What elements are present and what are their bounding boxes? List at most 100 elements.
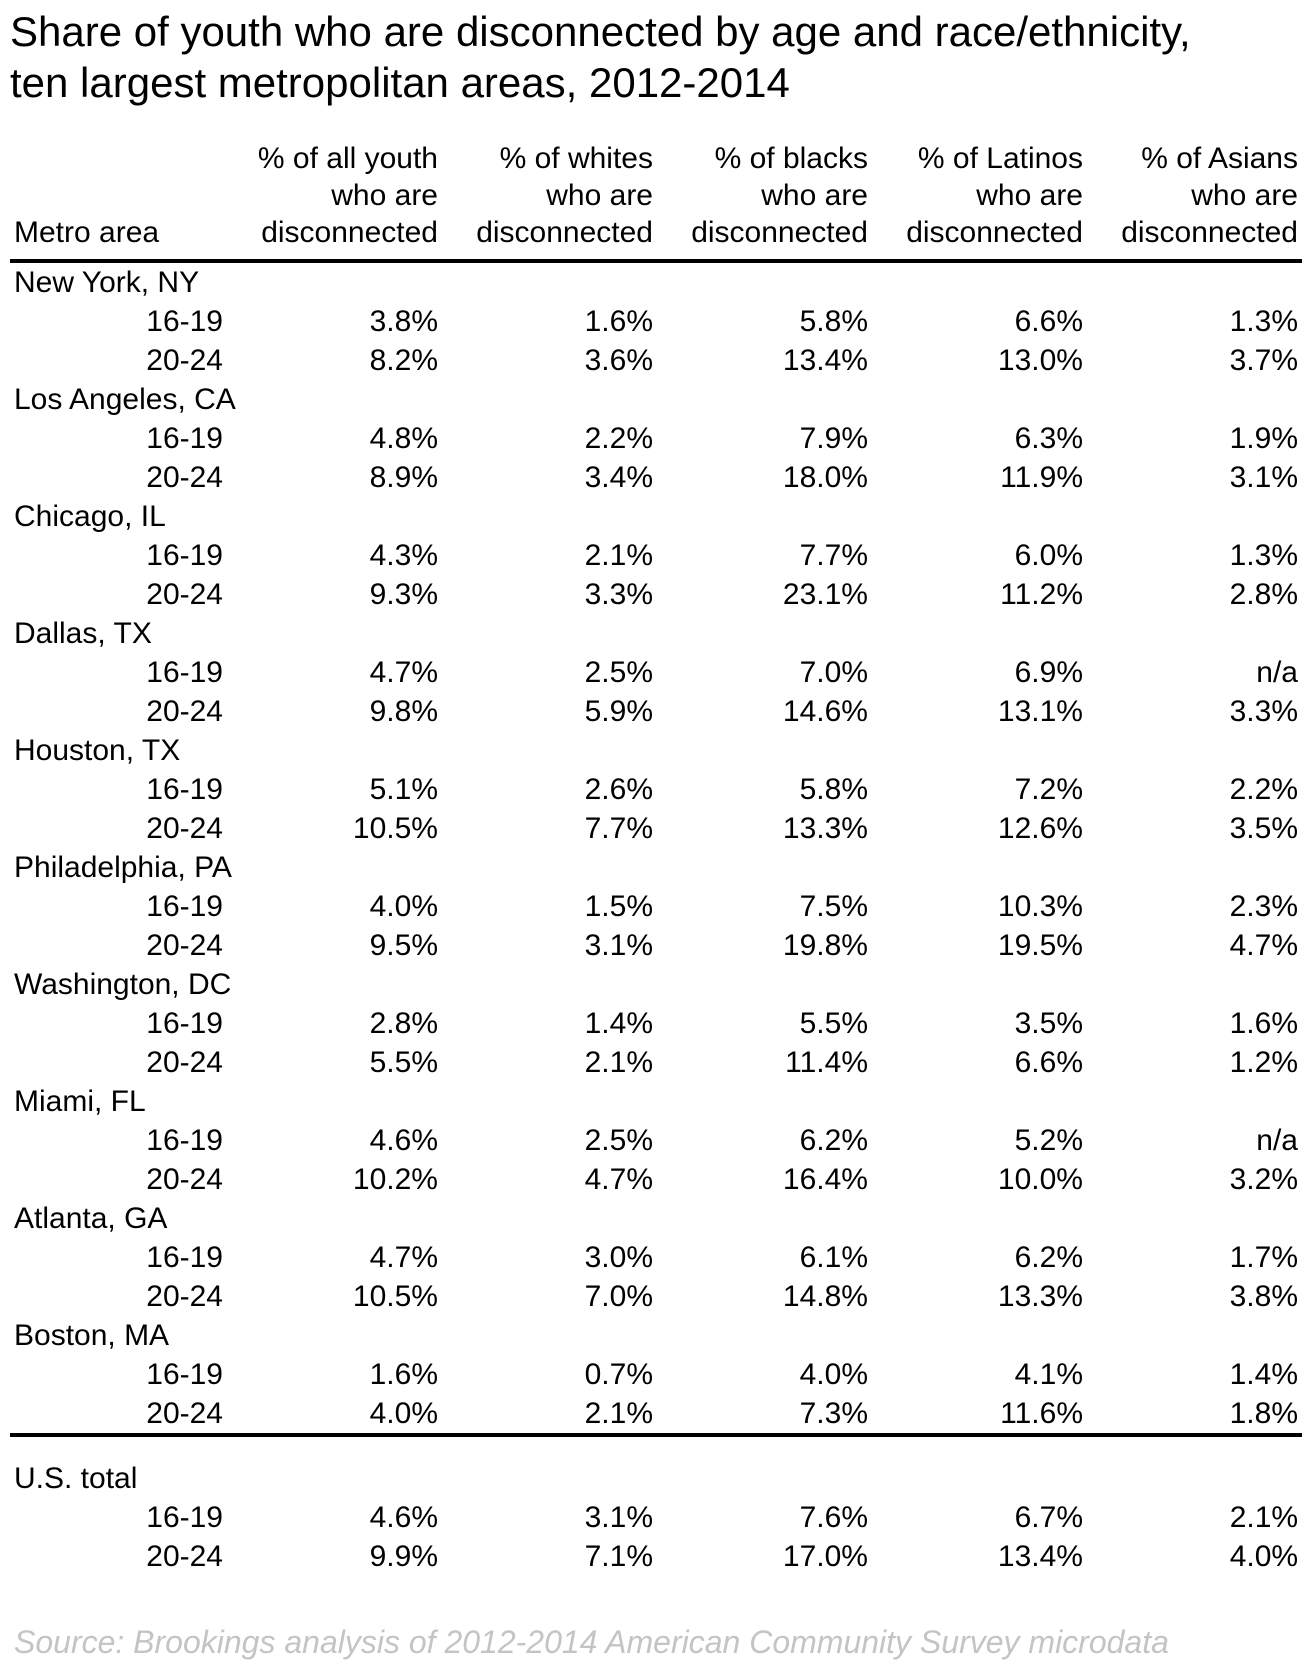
value-cell: 3.6%	[584, 344, 653, 377]
age-label: 20-24	[146, 1280, 223, 1313]
data-row: 16-19 4.8% 2.2% 7.9% 6.3% 1.9%	[10, 419, 1302, 458]
value-cell: 2.1%	[1229, 1501, 1299, 1534]
value-cell: 7.7%	[584, 812, 653, 845]
value-cell: 3.0%	[584, 1241, 653, 1274]
data-row: 16-19 4.7% 2.5% 7.0% 6.9% n/a	[10, 653, 1302, 692]
column-header-line: % of blacks	[714, 142, 868, 175]
value-cell: 7.0%	[799, 656, 868, 689]
value-cell: 4.1%	[1014, 1358, 1083, 1391]
value-cell: 1.4%	[584, 1007, 653, 1040]
data-row: 20-24 10.2% 4.7% 16.4% 10.0% 3.2%	[10, 1160, 1302, 1199]
value-cell: 4.0%	[1229, 1540, 1299, 1573]
value-cell: 4.7%	[369, 1241, 438, 1274]
column-header-line: who are	[331, 179, 438, 212]
column-header-line: disconnected	[261, 216, 438, 249]
value-cell: 2.1%	[584, 1046, 653, 1079]
value-cell: 7.6%	[799, 1501, 868, 1534]
value-cell: 4.7%	[1229, 929, 1298, 962]
metro-name: Washington, DC	[14, 968, 232, 1001]
value-cell: 3.5%	[1229, 812, 1298, 845]
column-header-1: % of all youth who are disconnected	[227, 140, 442, 263]
metro-row: Miami, FL	[10, 1082, 1302, 1121]
value-cell: 3.4%	[584, 461, 653, 494]
data-row: 16-19 4.0% 1.5% 7.5% 10.3% 2.3%	[10, 887, 1302, 926]
data-row: 20-24 8.9% 3.4% 18.0% 11.9% 3.1%	[10, 458, 1302, 497]
value-cell: 19.8%	[782, 929, 868, 962]
table-header: Metro area % of all youth who are disconnec…	[10, 140, 1302, 263]
us-total-body: U.S. total 16-19 4.6% 3.1% 7.6% 6.7% 2.1% 20-24…	[10, 1459, 1302, 1576]
value-cell: 5.8%	[799, 773, 868, 806]
value-cell: 3.5%	[1014, 1007, 1083, 1040]
value-cell: 4.0%	[369, 890, 438, 923]
value-cell: 5.5%	[369, 1046, 438, 1079]
value-cell: n/a	[1256, 656, 1298, 689]
chart-title-line-2: ten largest metropolitan areas, 2012-201…	[10, 59, 790, 106]
value-cell: 5.8%	[799, 305, 868, 338]
value-cell: 3.7%	[1229, 344, 1298, 377]
data-row: 16-19 4.6% 2.5% 6.2% 5.2% n/a	[10, 1121, 1302, 1160]
value-cell: 6.6%	[1014, 305, 1083, 338]
value-cell: 18.0%	[782, 461, 868, 494]
value-cell: 1.8%	[1087, 1394, 1302, 1437]
metro-area-column-header: Metro area	[10, 140, 227, 263]
value-cell: 13.3%	[997, 1280, 1083, 1313]
value-cell: 2.3%	[1229, 890, 1298, 923]
column-header-line: disconnected	[906, 216, 1083, 249]
value-cell: 4.3%	[369, 539, 438, 572]
value-cell: 2.5%	[584, 656, 653, 689]
value-cell: 1.6%	[1229, 1007, 1298, 1040]
value-cell: 12.6%	[997, 812, 1083, 845]
value-cell: 6.0%	[1014, 539, 1083, 572]
metro-row: New York, NY	[10, 261, 1302, 302]
value-cell: 14.6%	[782, 695, 868, 728]
value-cell: 0.7%	[584, 1358, 653, 1391]
metro-name: New York, NY	[14, 266, 200, 299]
value-cell: 4.8%	[369, 422, 438, 455]
value-cell: 3.8%	[369, 305, 438, 338]
value-cell: 3.1%	[584, 1501, 653, 1534]
age-label: 20-24	[146, 1046, 223, 1079]
value-cell: 1.5%	[584, 890, 653, 923]
age-label: 16-19	[146, 890, 223, 923]
value-cell: 11.9%	[1000, 461, 1083, 494]
value-cell: 3.1%	[1229, 461, 1298, 494]
value-cell: 9.3%	[369, 578, 438, 611]
value-cell: 7.3%	[657, 1394, 872, 1437]
age-label: 16-19	[146, 656, 223, 689]
value-cell: 6.9%	[1014, 656, 1083, 689]
data-row: 16-19 2.8% 1.4% 5.5% 3.5% 1.6%	[10, 1004, 1302, 1043]
metro-row: Washington, DC	[10, 965, 1302, 1004]
value-cell: 9.9%	[369, 1540, 438, 1573]
metro-name: U.S. total	[14, 1462, 138, 1495]
value-cell: 11.6%	[872, 1394, 1087, 1437]
data-row: 20-24 9.9% 7.1% 17.0% 13.4% 4.0%	[10, 1537, 1302, 1576]
us-total-table: U.S. total 16-19 4.6% 3.1% 7.6% 6.7% 2.1% 20-24…	[10, 1459, 1302, 1576]
value-cell: 6.2%	[799, 1124, 868, 1157]
value-cell: 1.9%	[1229, 422, 1298, 455]
metro-name: Atlanta, GA	[14, 1202, 168, 1235]
value-cell: 1.7%	[1229, 1241, 1298, 1274]
column-header-line: who are	[546, 179, 653, 212]
value-cell: 3.3%	[1229, 695, 1298, 728]
column-header-4: % of Latinos who are disconnected	[872, 140, 1087, 263]
value-cell: 5.5%	[799, 1007, 868, 1040]
value-cell: 2.6%	[584, 773, 653, 806]
value-cell: 10.3%	[997, 890, 1083, 923]
value-cell: 13.1%	[997, 695, 1083, 728]
value-cell: 3.2%	[1229, 1163, 1298, 1196]
value-cell: 7.7%	[799, 539, 868, 572]
value-cell: 5.2%	[1014, 1124, 1083, 1157]
metro-row: Los Angeles, CA	[10, 380, 1302, 419]
metro-row: Philadelphia, PA	[10, 848, 1302, 887]
metro-name: Chicago, IL	[14, 500, 166, 533]
value-cell: 7.2%	[1014, 773, 1083, 806]
table-header-row: Metro area % of all youth who are disconnec…	[10, 140, 1302, 263]
data-row: 16-19 1.6% 0.7% 4.0% 4.1% 1.4%	[10, 1355, 1302, 1394]
age-label: 16-19	[146, 539, 223, 572]
value-cell: 9.8%	[369, 695, 438, 728]
value-cell: 6.7%	[1014, 1501, 1083, 1534]
value-cell: 6.3%	[1014, 422, 1083, 455]
metro-name: Houston, TX	[14, 734, 181, 767]
value-cell: 1.6%	[369, 1358, 438, 1391]
